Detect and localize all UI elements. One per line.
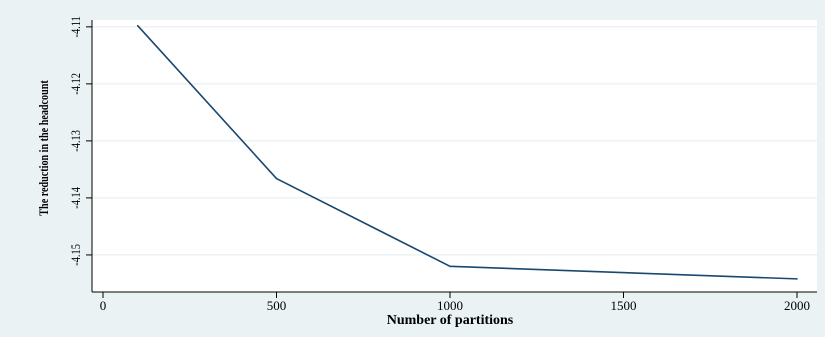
data-series bbox=[136, 24, 798, 280]
y-tick-label: -4.11 bbox=[69, 16, 83, 37]
plot-area bbox=[92, 20, 817, 292]
x-axis-label: Number of partitions bbox=[387, 313, 514, 328]
x-tick-label: 0 bbox=[100, 298, 107, 313]
data-point bbox=[796, 278, 798, 280]
axes: -4.11 -4.12 -4.13 -4.14 -4.15 0 500 1000 1500 200… bbox=[69, 16, 817, 313]
data-point bbox=[136, 24, 139, 27]
x-tick-label: 1500 bbox=[611, 298, 637, 313]
y-tick-label: -4.15 bbox=[69, 244, 83, 266]
grid-lines bbox=[92, 26, 817, 256]
x-tick-label: 2000 bbox=[784, 298, 810, 313]
y-tick-label: -4.12 bbox=[69, 73, 83, 95]
y-tick-label: -4.14 bbox=[69, 187, 83, 209]
x-tick-label: 1000 bbox=[437, 298, 463, 313]
y-tick-label: -4.13 bbox=[69, 130, 83, 152]
y-axis-label: The reduction in the headcount bbox=[37, 80, 51, 215]
data-point bbox=[449, 265, 451, 268]
x-tick-label: 500 bbox=[267, 298, 287, 313]
series-line bbox=[137, 25, 798, 280]
axis-labels: Number of partitions The reduction in th… bbox=[37, 80, 514, 328]
data-point bbox=[275, 177, 278, 180]
